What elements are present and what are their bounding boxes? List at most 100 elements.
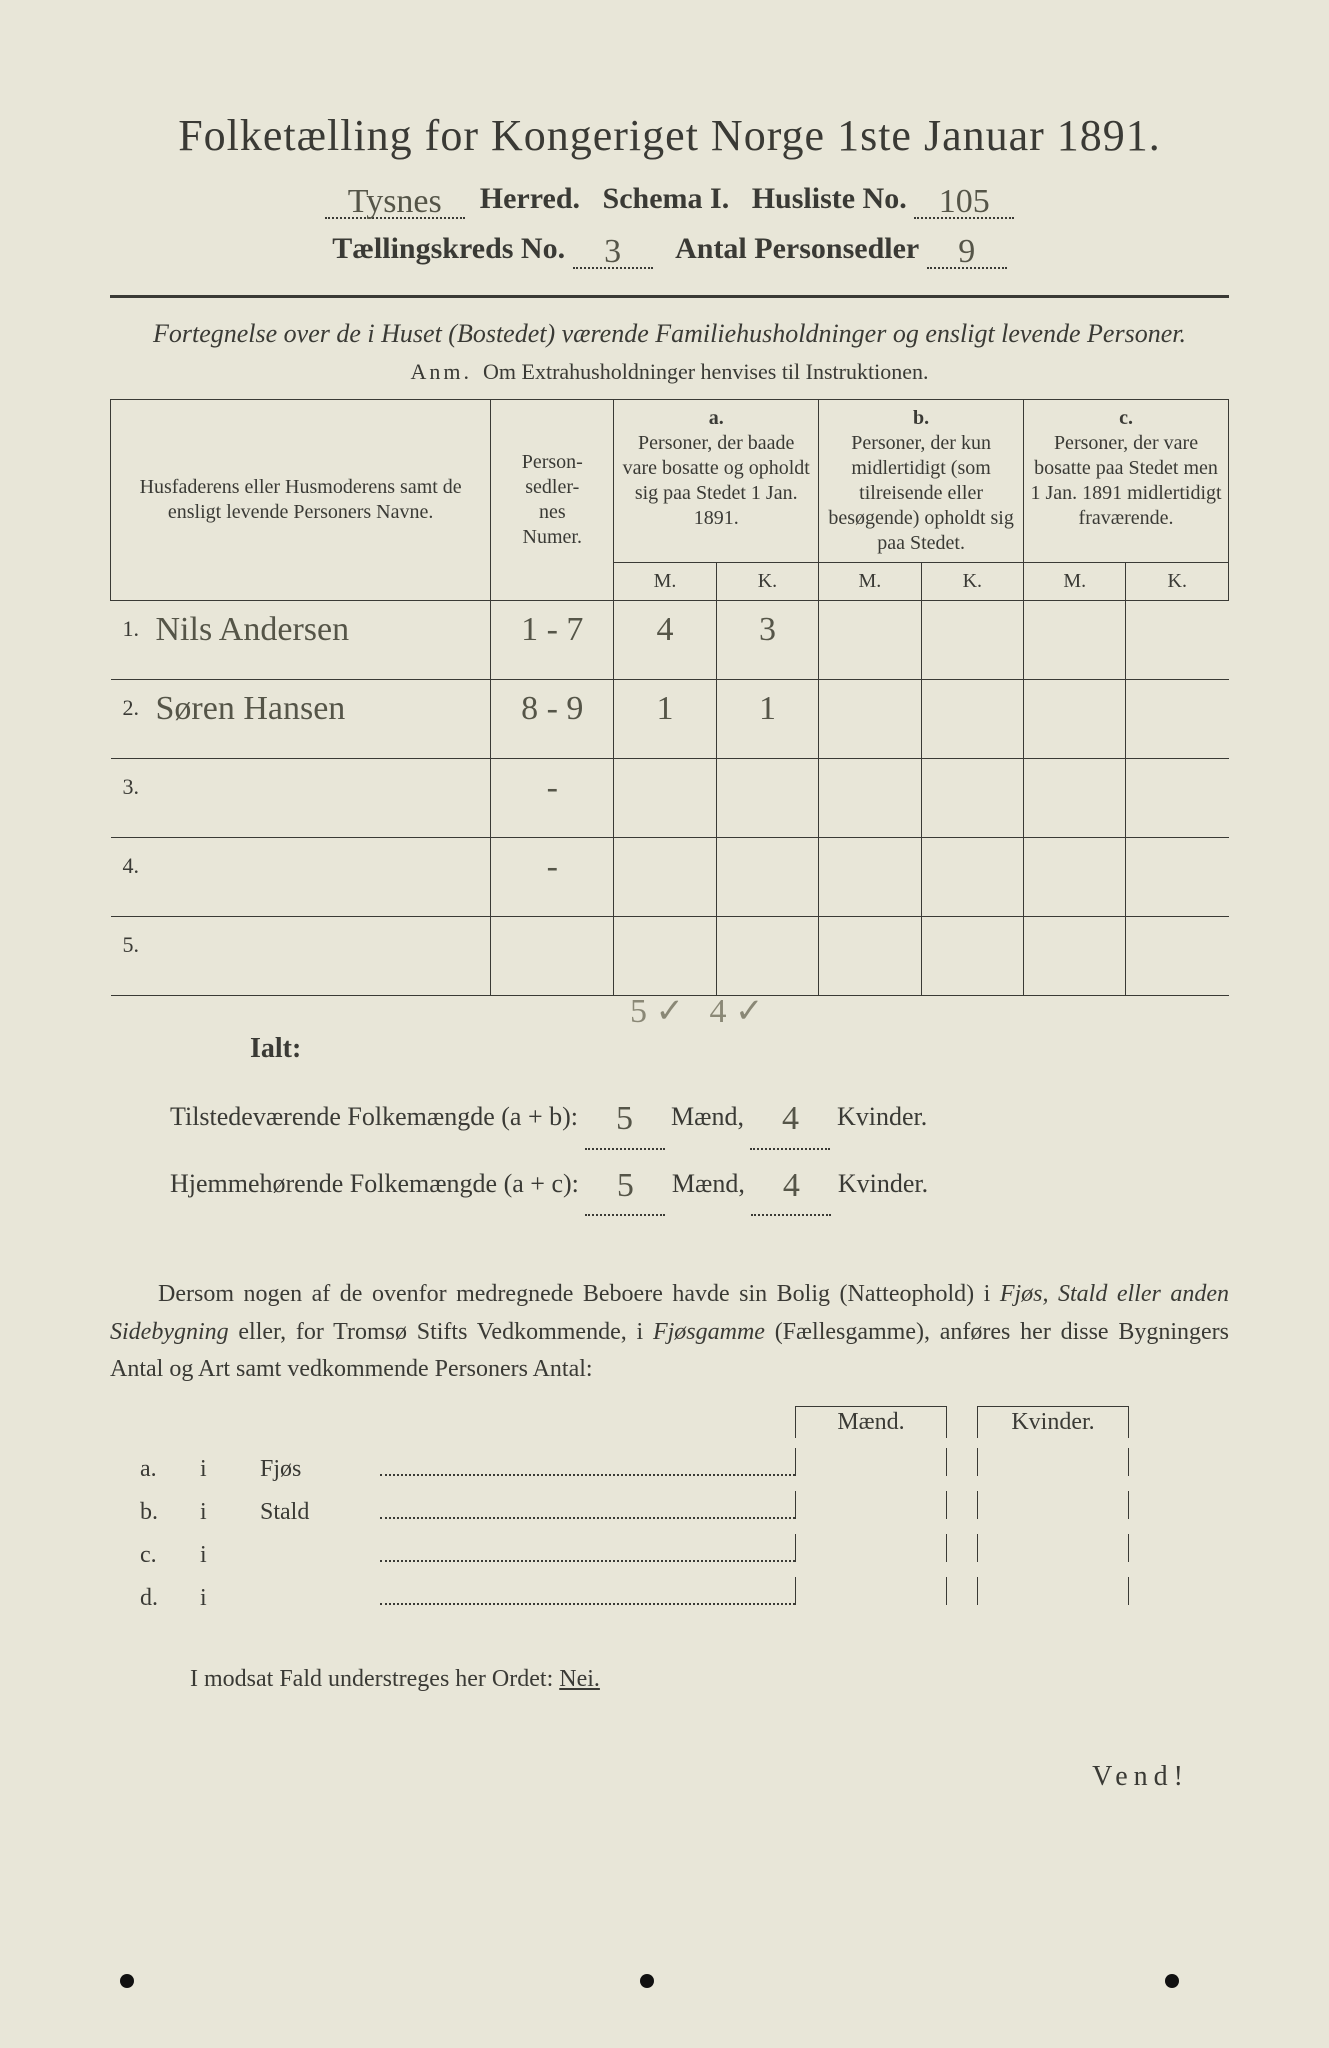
table-row: 3. -: [111, 759, 1229, 838]
totals-line1-m-field: 5: [585, 1083, 665, 1150]
col-header-c: c. Personer, der vare bosatte paa Stedet…: [1024, 400, 1229, 563]
bldg-row-cells: [795, 1448, 1229, 1476]
a-k-cell: [716, 838, 818, 917]
b-k-cell: [921, 759, 1023, 838]
col-a-k: K.: [716, 563, 818, 601]
header-line-2: Tællingskreds No. 3 Antal Personsedler 9: [110, 229, 1229, 269]
para-p1: Dersom nogen af de ovenfor medregnede Be…: [158, 1281, 1000, 1307]
bldg-row-i: i: [200, 1456, 260, 1483]
a-m-cell: 1: [614, 680, 716, 759]
totals-line1-label: Tilstedeværende Folkemængde (a + b):: [170, 1102, 578, 1131]
col-c-k: K.: [1126, 563, 1229, 601]
vend-label: Vend!: [110, 1761, 1229, 1793]
herred-label: Herred.: [480, 182, 580, 215]
name-cell: 3.: [111, 759, 491, 838]
bldg-row-i: i: [200, 1585, 260, 1612]
col-a-label: a.: [620, 406, 812, 431]
b-m-cell: [819, 917, 921, 996]
bldg-row-cells: [795, 1577, 1229, 1605]
c-k-cell: [1126, 838, 1229, 917]
ialt-label: Ialt:: [250, 1033, 301, 1064]
note-line: Anm. Om Extrahusholdninger henvises til …: [110, 359, 1229, 385]
totals-line1-k: 4: [782, 1100, 799, 1137]
col-b-label: b.: [825, 406, 1017, 431]
totals-line1-m: 5: [616, 1100, 633, 1137]
totals-line2-m-field: 5: [585, 1150, 665, 1217]
bldg-row-dots: [380, 1584, 795, 1605]
binding-hole-icon: [120, 1974, 134, 1988]
bldg-row-dots: [380, 1541, 795, 1562]
kreds-label: Tællingskreds No.: [332, 232, 565, 265]
building-row: a.iFjøs: [110, 1444, 1229, 1487]
b-m-cell: [819, 680, 921, 759]
personsedler-field: 9: [927, 229, 1007, 269]
a-m-cell: [614, 759, 716, 838]
ialt-line: Ialt: 5 ✓ 4 ✓: [250, 1022, 1229, 1075]
bldg-row-dots: [380, 1498, 795, 1519]
c-m-cell: [1024, 838, 1126, 917]
building-row: b.iStald: [110, 1487, 1229, 1530]
bldg-maend-header: Mænd.: [795, 1406, 947, 1438]
husliste-field: 105: [914, 179, 1014, 219]
totals-block: Ialt: 5 ✓ 4 ✓ Tilstedeværende Folkemængd…: [110, 1022, 1229, 1216]
header-line-1: Tysnes Herred. Schema I. Husliste No. 10…: [110, 179, 1229, 219]
building-row: c.i: [110, 1530, 1229, 1573]
nei-word: Nei.: [559, 1666, 600, 1692]
husliste-label: Husliste No.: [752, 182, 907, 215]
num-cell: 1 - 7: [491, 601, 614, 680]
col-header-a: a. Personer, der baade vare bosatte og o…: [614, 400, 819, 563]
nei-pre: I modsat Fald understreges her Ordet:: [190, 1666, 559, 1692]
totals-line2-label: Hjemmehørende Folkemængde (a + c):: [170, 1169, 579, 1198]
totals-line1-k-field: 4: [750, 1083, 830, 1150]
col-header-num: Person- sedler- nes Numer.: [491, 400, 614, 601]
col-b-text: Personer, der kun midlertidigt (som tilr…: [825, 431, 1017, 556]
a-m-cell: [614, 838, 716, 917]
bldg-row-dots: [380, 1455, 795, 1476]
col-header-name: Husfaderens eller Husmoderens samt de en…: [111, 400, 491, 601]
name-cell: 1. Nils Andersen: [111, 601, 491, 680]
kvinder-label: Kvinder.: [837, 1102, 927, 1131]
pencil-m: 5 ✓: [630, 993, 684, 1030]
num-cell: [491, 917, 614, 996]
bldg-row-name: Fjøs: [260, 1456, 380, 1483]
nei-line: I modsat Fald understreges her Ordet: Ne…: [110, 1666, 1229, 1693]
totals-line2-m: 5: [617, 1167, 634, 1204]
c-k-cell: [1126, 680, 1229, 759]
divider: [110, 295, 1229, 298]
bldg-kvinder-header: Kvinder.: [977, 1406, 1129, 1438]
building-header: Mænd. Kvinder.: [110, 1406, 1229, 1438]
note-prefix: Anm.: [411, 359, 473, 384]
col-b-m: M.: [819, 563, 921, 601]
kreds-field: 3: [573, 229, 653, 269]
bldg-row-i: i: [200, 1542, 260, 1569]
b-k-cell: [921, 680, 1023, 759]
bldg-row-label: a.: [110, 1456, 200, 1483]
col-a-text: Personer, der baade vare bosatte og opho…: [620, 431, 812, 531]
husliste-value: 105: [939, 183, 990, 220]
para-p2: eller, for Tromsø Stifts Vedkommende, i: [229, 1319, 653, 1345]
bldg-row-cells: [795, 1534, 1229, 1562]
kreds-value: 3: [604, 233, 621, 270]
a-k-cell: 3: [716, 601, 818, 680]
c-m-cell: [1024, 759, 1126, 838]
herred-field: Tysnes: [325, 179, 465, 219]
name-cell: 5.: [111, 917, 491, 996]
page-title: Folketælling for Kongeriget Norge 1ste J…: [110, 110, 1229, 161]
census-table: Husfaderens eller Husmoderens samt de en…: [110, 399, 1229, 996]
building-block: Mænd. Kvinder. a.iFjøsb.iStaldc.id.i: [110, 1406, 1229, 1616]
bldg-row-label: c.: [110, 1542, 200, 1569]
subtitle: Fortegnelse over de i Huset (Bostedet) v…: [150, 316, 1189, 351]
bldg-row-label: b.: [110, 1499, 200, 1526]
herred-value: Tysnes: [348, 183, 442, 220]
name-cell: 2. Søren Hansen: [111, 680, 491, 759]
maend-label: Mænd,: [671, 1102, 744, 1131]
building-row: d.i: [110, 1573, 1229, 1616]
a-k-cell: 1: [716, 680, 818, 759]
name-cell: 4.: [111, 838, 491, 917]
bldg-row-label: d.: [110, 1585, 200, 1612]
col-c-text: Personer, der vare bosatte paa Stedet me…: [1030, 431, 1222, 531]
a-m-cell: 4: [614, 601, 716, 680]
b-k-cell: [921, 917, 1023, 996]
personsedler-value: 9: [958, 233, 975, 270]
binding-hole-icon: [640, 1974, 654, 1988]
